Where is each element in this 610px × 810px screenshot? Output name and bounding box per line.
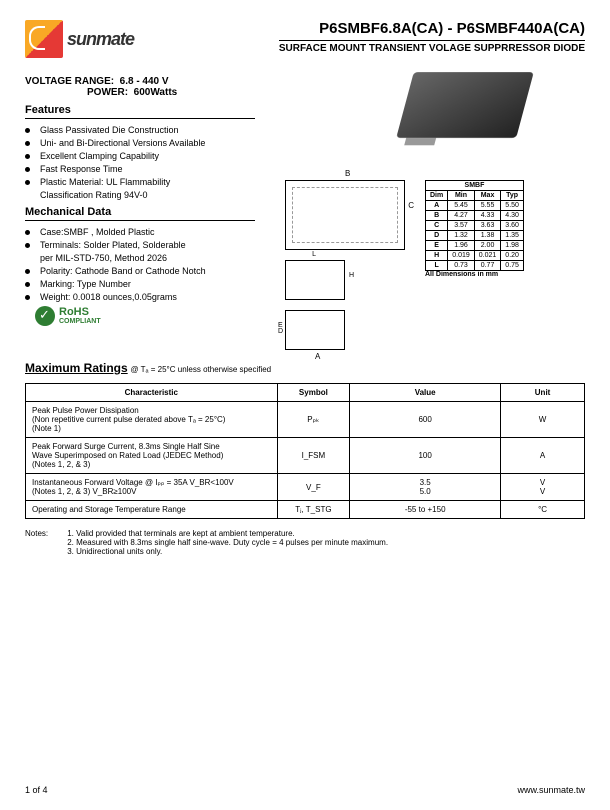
mechanical-heading: Mechanical Data xyxy=(25,206,255,221)
page-number: 1 of 4 xyxy=(25,785,48,795)
ratings-row: Peak Forward Surge Current, 8.3ms Single… xyxy=(26,438,585,474)
voltage-label: VOLTAGE RANGE: xyxy=(25,76,114,87)
footer: 1 of 4 www.sunmate.tw xyxy=(25,785,585,795)
feature-item: Plastic Material: UL Flammability xyxy=(25,177,265,187)
mechanical-item: per MIL-STD-750, Method 2026 xyxy=(25,253,265,263)
dim-row: E1.962.001.98 xyxy=(426,241,524,251)
dimension-table: SMBFDimMinMaxTypA5.455.555.50B4.274.334.… xyxy=(425,180,524,271)
max-ratings-heading: Maximum Ratings xyxy=(25,361,128,375)
mechanical-item: Terminals: Solder Plated, Solderable xyxy=(25,240,265,250)
dimension-footer: All Dimensions in mm xyxy=(425,271,524,278)
ratings-row: Instantaneous Forward Voltage @ Iₚₚ = 35… xyxy=(26,474,585,501)
feature-item: Uni- and Bi-Directional Versions Availab… xyxy=(25,138,265,148)
part-number-title: P6SMBF6.8A(CA) - P6SMBF440A(CA) xyxy=(279,20,585,37)
notes-list: 1. Valid provided that terminals are kep… xyxy=(67,529,388,556)
dim-row: L0.730.770.75 xyxy=(426,261,524,271)
notes-block: Notes: 1. Valid provided that terminals … xyxy=(25,529,585,556)
ratings-header: Characteristic xyxy=(26,384,278,402)
ratings-header: Symbol xyxy=(277,384,350,402)
header: sunmate P6SMBF6.8A(CA) - P6SMBF440A(CA) … xyxy=(25,20,585,58)
left-column: VOLTAGE RANGE: 6.8 - 440 V POWER: 600Wat… xyxy=(25,76,265,326)
mechanical-item: Weight: 0.0018 ounces,0.05grams xyxy=(25,292,265,302)
title-block: P6SMBF6.8A(CA) - P6SMBF440A(CA) SURFACE … xyxy=(279,20,585,54)
dim-row: D1.321.381.35 xyxy=(426,231,524,241)
note-item: 1. Valid provided that terminals are kep… xyxy=(67,529,388,538)
side-view-diagram: LH xyxy=(285,260,345,300)
dim-row: B4.274.334.30 xyxy=(426,211,524,221)
note-item: 3. Unidirectional units only. xyxy=(67,547,388,556)
max-ratings-condition: @ Tₐ = 25°C unless otherwise specified xyxy=(130,365,271,374)
features-heading: Features xyxy=(25,104,255,119)
dim-header: Max xyxy=(474,191,501,201)
ratings-table: CharacteristicSymbolValueUnitPeak Pulse … xyxy=(25,383,585,519)
dim-header: Dim xyxy=(426,191,448,201)
voltage-value: 6.8 - 440 V xyxy=(120,76,169,87)
mechanical-diagrams: LH DE SMBFDimMinMaxTypA5.455.555.50B4.27… xyxy=(285,180,585,350)
ratings-row: Peak Pulse Power Dissipation (Non repeti… xyxy=(26,402,585,438)
front-view-diagram: DE xyxy=(285,310,345,350)
right-column: LH DE SMBFDimMinMaxTypA5.455.555.50B4.27… xyxy=(285,70,585,350)
top-view-diagram xyxy=(285,180,405,250)
ratings-header: Value xyxy=(350,384,501,402)
dim-header: Typ xyxy=(501,191,524,201)
logo-text: sunmate xyxy=(67,29,134,50)
dim-header: Min xyxy=(448,191,475,201)
dim-row: H0.0190.0210.20 xyxy=(426,251,524,261)
sunmate-logo-icon xyxy=(25,20,63,58)
mechanical-item: Marking: Type Number xyxy=(25,279,265,289)
feature-item: Classification Rating 94V-0 xyxy=(25,190,265,200)
dim-row: C3.573.633.60 xyxy=(426,221,524,231)
logo: sunmate xyxy=(25,20,134,58)
rohs-badge: RoHS COMPLIANT xyxy=(35,306,265,326)
feature-item: Fast Response Time xyxy=(25,164,265,174)
dimension-table-block: SMBFDimMinMaxTypA5.455.555.50B4.274.334.… xyxy=(425,180,524,278)
ratings-row: Operating and Storage Temperature RangeT… xyxy=(26,501,585,519)
component-3d-icon xyxy=(396,72,534,138)
notes-label: Notes: xyxy=(25,529,65,538)
note-item: 2. Measured with 8.3ms single half sine-… xyxy=(67,538,388,547)
feature-item: Excellent Clamping Capability xyxy=(25,151,265,161)
power-value: 600Watts xyxy=(134,87,178,98)
rohs-text: RoHS COMPLIANT xyxy=(59,307,101,325)
power-label: POWER: xyxy=(87,87,128,98)
features-list: Glass Passivated Die Construction Uni- an… xyxy=(25,125,265,200)
mechanical-list: Case:SMBF , Molded Plastic Terminals: Sol… xyxy=(25,227,265,302)
rohs-check-icon xyxy=(35,306,55,326)
mechanical-item: Case:SMBF , Molded Plastic xyxy=(25,227,265,237)
dim-table-title: SMBF xyxy=(426,181,524,191)
website-url: www.sunmate.tw xyxy=(517,785,585,795)
spec-summary: VOLTAGE RANGE: 6.8 - 440 V POWER: 600Wat… xyxy=(25,76,265,98)
feature-item: Glass Passivated Die Construction xyxy=(25,125,265,135)
mechanical-item: Polarity: Cathode Band or Cathode Notch xyxy=(25,266,265,276)
dim-row: A5.455.555.50 xyxy=(426,201,524,211)
product-subtitle: SURFACE MOUNT TRANSIENT VOLAGE SUPPRRESS… xyxy=(279,40,585,54)
ratings-header: Unit xyxy=(501,384,585,402)
